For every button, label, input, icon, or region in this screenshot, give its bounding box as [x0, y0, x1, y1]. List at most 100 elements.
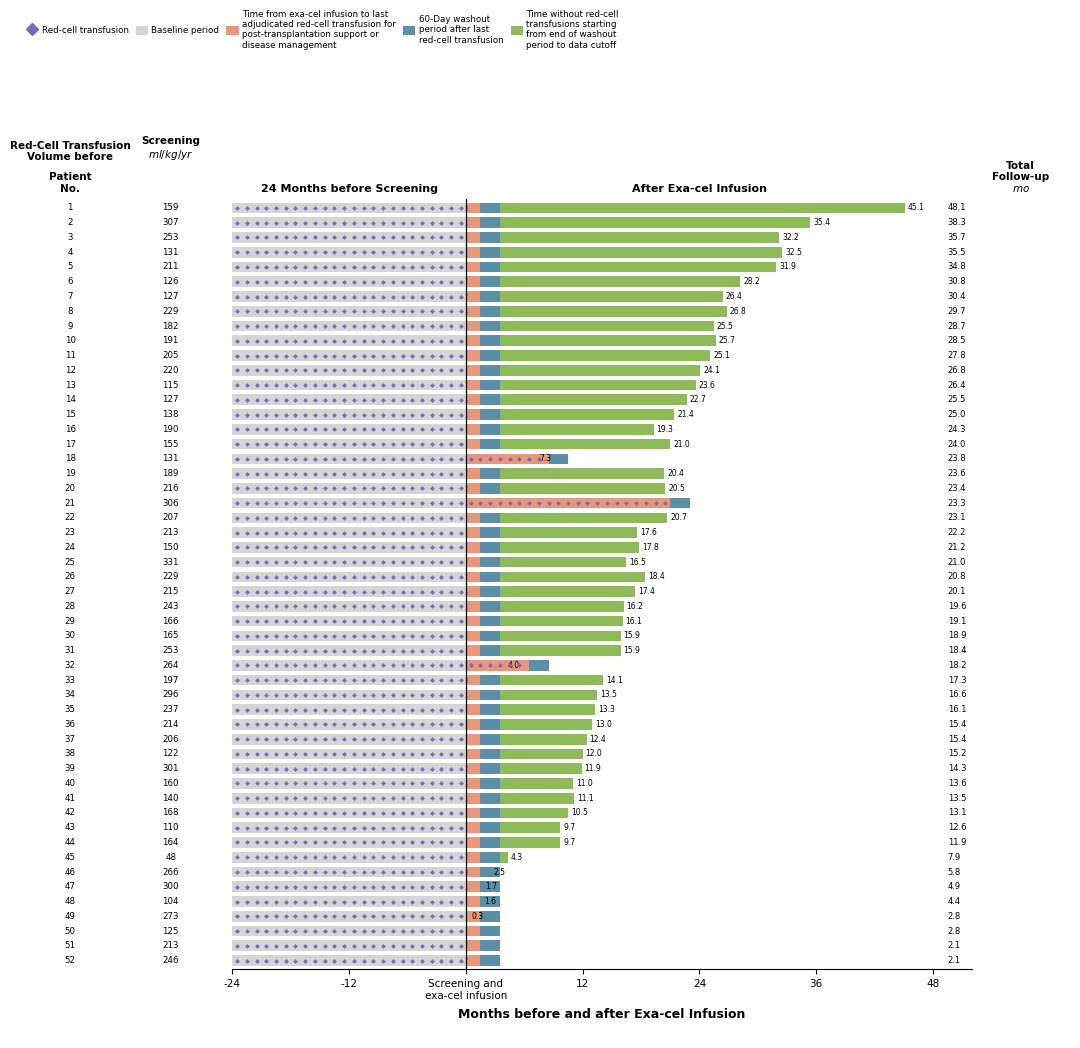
Point: [355, 701, 373, 718]
Point: [316, 937, 334, 954]
Point: [229, 628, 246, 645]
Point: [229, 790, 246, 807]
Point: [394, 288, 411, 305]
Bar: [500, 424, 653, 435]
Point: [287, 613, 305, 630]
Point: [375, 584, 392, 601]
Point: [239, 937, 256, 954]
Point: [278, 215, 295, 232]
Point: [287, 318, 305, 334]
Point: [384, 790, 402, 807]
Point: [258, 628, 275, 645]
Bar: [232, 410, 465, 420]
Point: [336, 672, 353, 689]
Text: 35: 35: [65, 705, 76, 714]
Point: [316, 244, 334, 261]
Point: [394, 436, 411, 453]
Point: [375, 628, 392, 645]
Point: [375, 776, 392, 792]
Point: [326, 391, 343, 408]
Point: [404, 509, 421, 526]
Point: [433, 937, 450, 954]
Text: 206: 206: [162, 735, 179, 744]
Point: [278, 244, 295, 261]
Point: [326, 407, 343, 423]
Bar: [232, 793, 465, 804]
Point: [326, 776, 343, 792]
Point: [278, 451, 295, 467]
Point: [365, 288, 382, 305]
Text: 122: 122: [162, 749, 179, 759]
Point: [355, 391, 373, 408]
Point: [297, 407, 314, 423]
Point: [278, 776, 295, 792]
Point: [336, 524, 353, 541]
Bar: [465, 837, 481, 848]
Point: [414, 495, 431, 511]
Point: [453, 953, 470, 969]
Point: [404, 790, 421, 807]
Point: [365, 568, 382, 585]
Point: [239, 878, 256, 895]
Point: [414, 199, 431, 216]
Bar: [232, 748, 465, 759]
Point: [423, 864, 441, 880]
Point: [355, 199, 373, 216]
Bar: [500, 335, 716, 346]
Point: [453, 259, 470, 276]
Point: [326, 937, 343, 954]
Point: [365, 391, 382, 408]
Point: [453, 937, 470, 954]
Point: [307, 937, 324, 954]
Point: [384, 716, 402, 733]
Text: 14.1: 14.1: [606, 676, 623, 684]
Point: [287, 465, 305, 482]
Point: [326, 288, 343, 305]
Point: [326, 613, 343, 630]
Text: 22.2: 22.2: [947, 528, 966, 538]
Point: [404, 288, 421, 305]
Point: [297, 805, 314, 822]
Bar: [232, 365, 465, 375]
Point: [307, 347, 324, 364]
Text: 13.1: 13.1: [947, 808, 967, 817]
Point: [443, 303, 460, 320]
Point: [336, 199, 353, 216]
Point: [239, 776, 256, 792]
Point: [278, 730, 295, 747]
Point: [423, 953, 441, 969]
Point: [355, 568, 373, 585]
Point: [433, 318, 450, 334]
Point: [268, 745, 285, 762]
Point: [287, 391, 305, 408]
Point: [297, 524, 314, 541]
Point: [355, 230, 373, 246]
Text: 21.4: 21.4: [677, 410, 693, 419]
Point: [346, 421, 363, 438]
Point: [375, 657, 392, 674]
Point: [287, 953, 305, 969]
Point: [443, 820, 460, 836]
Point: [258, 776, 275, 792]
Text: 21: 21: [65, 499, 76, 507]
Point: [248, 598, 266, 615]
Point: [268, 937, 285, 954]
Point: [229, 834, 246, 851]
Bar: [232, 602, 465, 612]
Point: [355, 376, 373, 393]
Point: [394, 598, 411, 615]
Point: [326, 230, 343, 246]
Point: [375, 701, 392, 718]
Point: [258, 761, 275, 778]
Point: [404, 391, 421, 408]
Point: [414, 465, 431, 482]
Point: [287, 834, 305, 851]
Point: [278, 834, 295, 851]
Point: [423, 318, 441, 334]
Text: Red-Cell Transfusion
Volume before: Red-Cell Transfusion Volume before: [10, 140, 131, 162]
Point: [336, 598, 353, 615]
Point: [453, 893, 470, 910]
Point: [404, 730, 421, 747]
Bar: [481, 955, 500, 966]
Point: [278, 805, 295, 822]
